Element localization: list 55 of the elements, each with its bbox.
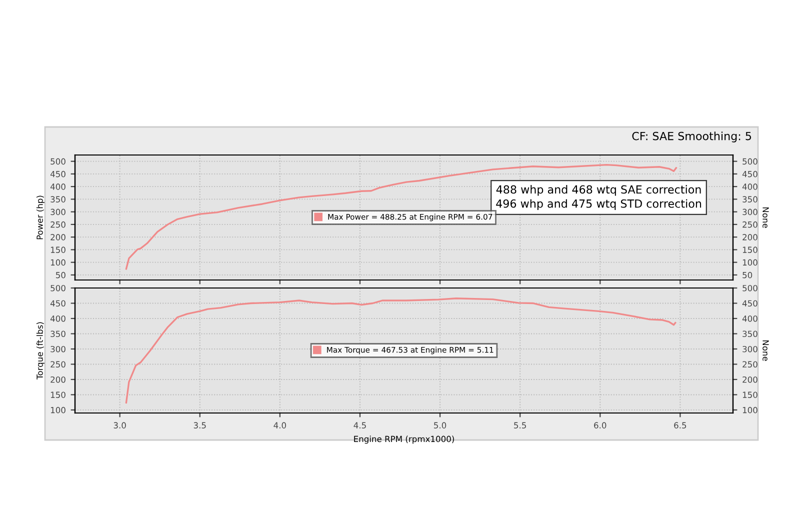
y2-axis-title: None xyxy=(762,207,769,228)
x-tick-label: 3.0 xyxy=(114,422,126,428)
y2-tick-label: 450 xyxy=(742,170,758,178)
annotation: 488 whp and 468 wtq SAE correction xyxy=(496,185,701,196)
y-tick-label: 450 xyxy=(50,300,66,307)
y2-tick-label: 150 xyxy=(742,246,758,253)
y2-tick-label: 500 xyxy=(742,158,758,165)
y-tick-label: 450 xyxy=(50,170,66,178)
y2-tick-label: 200 xyxy=(742,234,758,240)
y2-tick-label: 350 xyxy=(742,196,758,202)
y-tick-label: 100 xyxy=(50,406,66,414)
y2-tick-label: 250 xyxy=(742,221,758,228)
x-tick-label: 6.5 xyxy=(674,422,686,428)
y2-tick-label: 250 xyxy=(742,361,758,368)
y-tick-label: 500 xyxy=(50,284,66,292)
y2-tick-label: 400 xyxy=(742,184,758,190)
y2-tick-label: 150 xyxy=(742,392,758,398)
y-tick-label: 200 xyxy=(50,376,66,383)
y2-tick-label: 50 xyxy=(742,272,752,278)
x-tick-label: 3.5 xyxy=(194,422,206,428)
y-tick-label: 350 xyxy=(50,196,66,202)
y-tick-label: 150 xyxy=(50,246,66,253)
y2-tick-label: 450 xyxy=(742,300,758,307)
y2-tick-label: 400 xyxy=(742,315,758,322)
line-series xyxy=(125,298,676,404)
chart-subtitle: CF: SAE Smoothing: 5 xyxy=(632,132,752,142)
y-tick-label: 50 xyxy=(56,272,66,278)
y-tick-label: 350 xyxy=(50,330,66,338)
x-tick-label: 6.0 xyxy=(594,422,606,428)
y-axis-title: Power (hp) xyxy=(36,196,45,240)
y2-tick-label: 100 xyxy=(742,259,758,266)
y-tick-label: 500 xyxy=(50,158,66,165)
y2-tick-label: 100 xyxy=(742,406,758,414)
y2-tick-label: 350 xyxy=(742,330,758,338)
y-tick-label: 200 xyxy=(50,234,66,240)
x-tick-label: 4.5 xyxy=(354,422,366,428)
y2-tick-label: 500 xyxy=(742,284,758,292)
y2-tick-label: 300 xyxy=(742,346,758,352)
y-tick-label: 300 xyxy=(50,208,66,216)
y-axis-title: Torque (ft-lbs) xyxy=(36,322,45,380)
y-tick-label: 150 xyxy=(50,392,66,398)
x-axis-title: Engine RPM (rpmx1000) xyxy=(354,436,454,444)
y-tick-label: 250 xyxy=(50,221,66,228)
y-tick-label: 400 xyxy=(50,315,66,322)
y-tick-label: 100 xyxy=(50,259,66,266)
y-tick-label: 400 xyxy=(50,184,66,190)
x-tick-label: 5.0 xyxy=(434,422,446,428)
y-tick-label: 300 xyxy=(50,346,66,352)
x-tick-label: 4.0 xyxy=(274,422,286,428)
y2-axis-title: None xyxy=(762,340,769,361)
annotation: 496 whp and 475 wtq STD correction xyxy=(496,199,702,210)
y-tick-label: 250 xyxy=(50,361,66,368)
y2-tick-label: 200 xyxy=(742,376,758,383)
x-tick-label: 5.5 xyxy=(514,422,526,428)
y2-tick-label: 300 xyxy=(742,208,758,216)
